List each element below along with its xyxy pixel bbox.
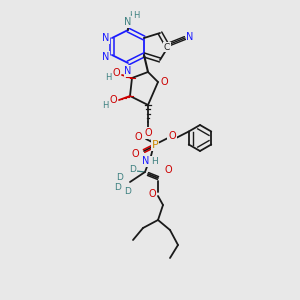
Text: O: O [160,77,168,87]
Text: O: O [144,128,152,138]
Text: O: O [164,165,172,175]
Text: D: D [130,166,136,175]
Text: O: O [109,95,117,105]
Text: D: D [124,188,131,196]
Text: N: N [124,17,132,27]
Text: N: N [102,52,110,62]
Text: O: O [148,189,156,199]
Text: C: C [164,43,170,52]
Text: P: P [152,140,158,150]
Text: H: H [151,157,158,166]
Text: N: N [124,66,132,76]
Text: O: O [131,149,139,159]
Text: H: H [133,11,139,20]
Text: O: O [168,131,176,141]
Text: H: H [105,74,111,82]
Text: H: H [129,11,135,20]
Text: N: N [102,33,110,43]
Text: N: N [186,32,194,42]
Text: D: D [115,182,122,191]
Text: H: H [102,100,108,109]
Text: N: N [142,156,150,166]
Text: D: D [117,172,123,182]
Text: O: O [112,68,120,78]
Text: O: O [134,132,142,142]
